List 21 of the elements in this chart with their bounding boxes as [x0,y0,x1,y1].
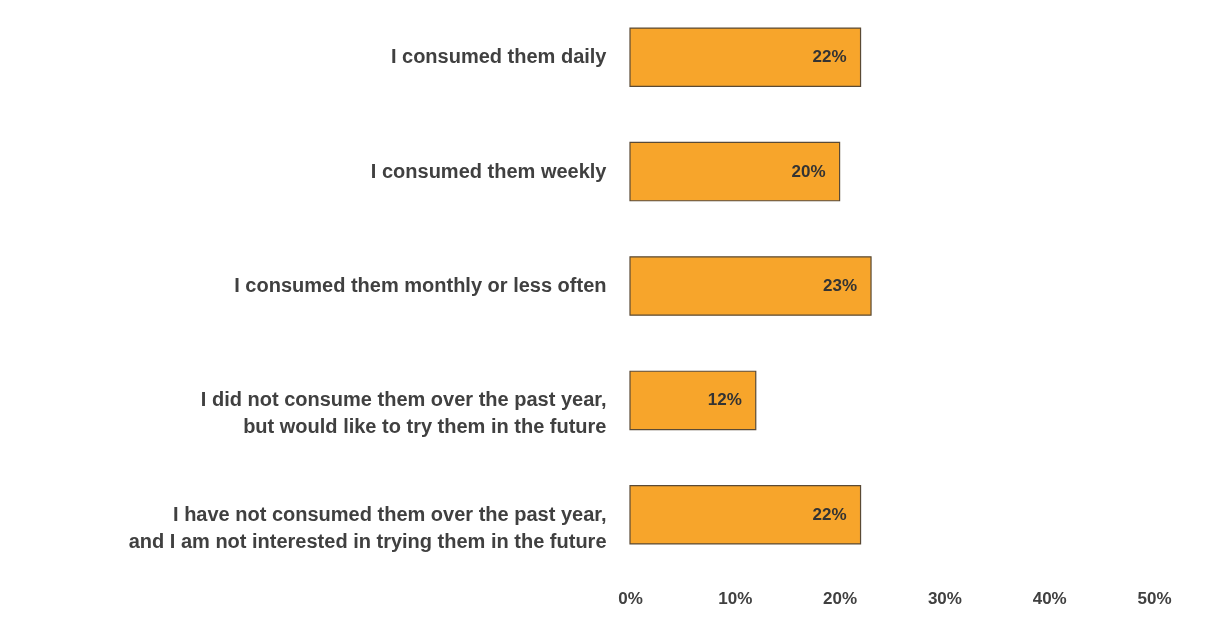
x-tick-label: 30% [927,588,962,608]
y-tick-label: I consumed them monthly or less often [234,274,607,296]
data-label: 22% [812,504,847,524]
x-tick-label: 0% [618,588,643,608]
bar [629,485,862,545]
bar [629,27,862,87]
y-tick-label: I have not consumed them over the past year, and I am not interested in trying them in the future [128,502,607,552]
x-tick-label: 20% [823,588,858,608]
x-tick-label: 10% [718,588,753,608]
y-tick-label: I consumed them weekly [370,159,608,182]
bar [629,141,841,202]
data-label: 23% [823,276,858,295]
data-label: 22% [812,47,847,67]
y-tick-label: I consumed them daily [390,45,608,68]
data-label: 12% [707,390,742,410]
bar [629,256,872,316]
x-tick-label: 40% [1032,588,1067,608]
y-tick-label: I did not consume them over the past year, but would like to try them in the future [200,388,607,438]
data-label: 20% [791,161,826,181]
bar [629,370,757,431]
x-tick-label: 50% [1137,588,1172,608]
